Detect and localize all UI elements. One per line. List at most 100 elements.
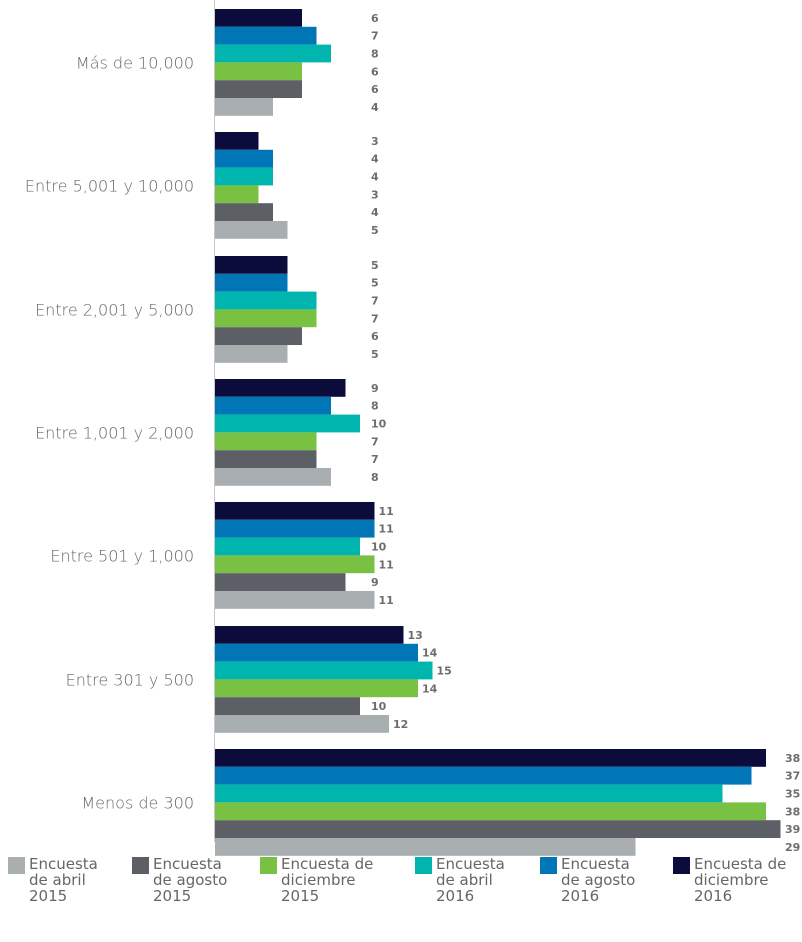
- value-label: 13: [408, 629, 423, 642]
- category-label: Entre 501 y 1,000: [50, 546, 194, 565]
- bar: [215, 802, 766, 821]
- value-label: 11: [379, 505, 394, 518]
- legend-label: Encuesta de diciembre 2016: [694, 855, 787, 905]
- legend-swatch: [415, 857, 432, 874]
- category-label: Entre 1,001 y 2,000: [35, 423, 194, 442]
- value-label: 8: [371, 48, 379, 61]
- value-label: 7: [371, 312, 379, 325]
- value-label: 7: [371, 295, 379, 308]
- bar: [215, 838, 636, 856]
- bar: [215, 80, 302, 98]
- bar: [215, 132, 259, 150]
- bar: [215, 502, 375, 520]
- bar: [215, 661, 433, 680]
- value-label: 11: [379, 558, 394, 571]
- category-labels: Más de 10,000 Entre 5,001 y 10,000 Entre 2…: [25, 53, 194, 812]
- value-label: 6: [371, 65, 379, 78]
- legend-item: Encuesta de abril 2015: [8, 856, 98, 904]
- bar: [215, 537, 360, 556]
- bar: [215, 468, 331, 486]
- value-label: 35: [785, 788, 800, 801]
- value-label: 39: [785, 823, 800, 836]
- bar: [215, 379, 346, 397]
- category-label: Entre 5,001 y 10,000: [25, 176, 194, 195]
- bar: [215, 573, 346, 591]
- value-label: 38: [785, 752, 800, 765]
- value-label: 6: [371, 83, 379, 96]
- value-label: 37: [785, 770, 800, 783]
- value-label: 14: [422, 647, 438, 660]
- bar-chart: Más de 10,000 Entre 5,001 y 10,000 Entre 2…: [25, 0, 800, 856]
- bar: [215, 185, 259, 204]
- bar: [215, 432, 317, 451]
- category-label: Entre 301 y 500: [66, 670, 194, 689]
- bar: [215, 715, 389, 733]
- value-label: 3: [371, 188, 379, 201]
- bar: [215, 697, 360, 715]
- legend-swatch: [540, 857, 557, 874]
- bar: [215, 167, 273, 186]
- value-label: 8: [371, 400, 379, 413]
- bar: [215, 327, 302, 345]
- bar: [215, 26, 317, 45]
- value-label: 3: [371, 135, 379, 148]
- legend-item: Encuesta de agosto 2016: [540, 856, 635, 904]
- bar: [215, 555, 375, 574]
- bar: [215, 44, 331, 63]
- bar: [215, 784, 723, 803]
- legend-swatch: [260, 857, 277, 874]
- value-label: 11: [379, 523, 394, 536]
- bar: [215, 519, 375, 538]
- legend: Encuesta de abril 2015 Encuesta de agosto…: [0, 856, 802, 942]
- value-label: 12: [393, 718, 408, 731]
- legend-label: Encuesta de abril 2015: [29, 855, 98, 905]
- value-label: 5: [371, 277, 379, 290]
- value-label: 9: [371, 382, 379, 395]
- bar: [215, 450, 317, 468]
- value-label: 11: [379, 594, 394, 607]
- bar: [215, 766, 752, 785]
- bar: [215, 820, 781, 838]
- value-label: 10: [371, 418, 387, 431]
- bar: [215, 273, 288, 292]
- value-label: 29: [785, 841, 800, 854]
- category-label: Más de 10,000: [76, 53, 194, 72]
- legend-swatch: [132, 857, 149, 874]
- bar: [215, 345, 288, 363]
- value-label: 10: [371, 700, 387, 713]
- legend-item: Encuesta de abril 2016: [415, 856, 505, 904]
- bar: [215, 591, 375, 609]
- category-label: Entre 2,001 y 5,000: [35, 300, 194, 319]
- value-label: 9: [371, 576, 379, 589]
- legend-swatch: [8, 857, 25, 874]
- value-label: 4: [371, 153, 379, 166]
- value-label: 38: [785, 805, 800, 818]
- value-label: 4: [371, 206, 379, 219]
- value-label: 8: [371, 471, 379, 484]
- legend-label: Encuesta de diciembre 2015: [281, 855, 374, 905]
- bar: [215, 749, 766, 767]
- bar: [215, 291, 317, 310]
- bar: [215, 98, 273, 116]
- bar: [215, 149, 273, 168]
- value-labels: 6786643443455577659810778111110119111314…: [371, 12, 800, 854]
- bar: [215, 221, 288, 239]
- category-label: Menos de 300: [81, 793, 194, 812]
- legend-item: Encuesta de diciembre 2015: [260, 856, 373, 904]
- bar: [215, 626, 404, 644]
- bar: [215, 643, 418, 662]
- bar: [215, 396, 331, 415]
- legend-label: Encuesta de agosto 2016: [561, 855, 636, 905]
- value-label: 7: [371, 453, 379, 466]
- legend-item: Encuesta de diciembre 2016: [673, 856, 786, 904]
- value-label: 4: [371, 101, 379, 114]
- value-label: 5: [371, 259, 379, 272]
- bar: [215, 62, 302, 81]
- value-label: 7: [371, 30, 379, 43]
- bar: [215, 203, 273, 221]
- value-label: 4: [371, 171, 379, 184]
- bar: [215, 679, 418, 698]
- value-label: 15: [437, 665, 452, 678]
- value-label: 7: [371, 435, 379, 448]
- value-label: 6: [371, 330, 379, 343]
